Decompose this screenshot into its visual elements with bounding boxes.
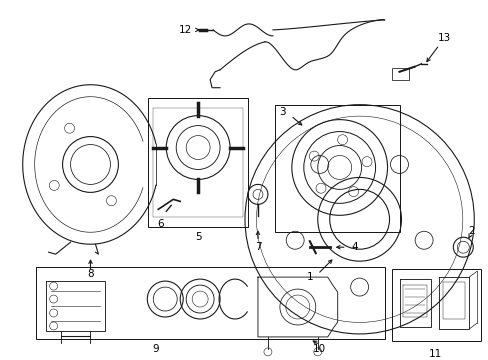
Text: 6: 6	[157, 219, 163, 229]
Bar	[36, 267, 384, 339]
Text: 11: 11	[428, 349, 441, 359]
Text: 7: 7	[254, 242, 261, 252]
Bar	[274, 105, 399, 232]
Bar	[391, 269, 480, 341]
Text: 5: 5	[194, 232, 201, 242]
Bar	[148, 98, 247, 227]
Text: 9: 9	[152, 344, 158, 354]
Text: 8: 8	[87, 269, 94, 279]
Text: 12: 12	[178, 25, 191, 35]
Text: 4: 4	[350, 242, 357, 252]
Text: 3: 3	[279, 107, 285, 117]
Text: 2: 2	[467, 226, 474, 236]
Text: 13: 13	[437, 33, 450, 43]
Bar	[391, 68, 408, 80]
Text: 1: 1	[306, 272, 312, 282]
Text: 10: 10	[312, 344, 325, 354]
